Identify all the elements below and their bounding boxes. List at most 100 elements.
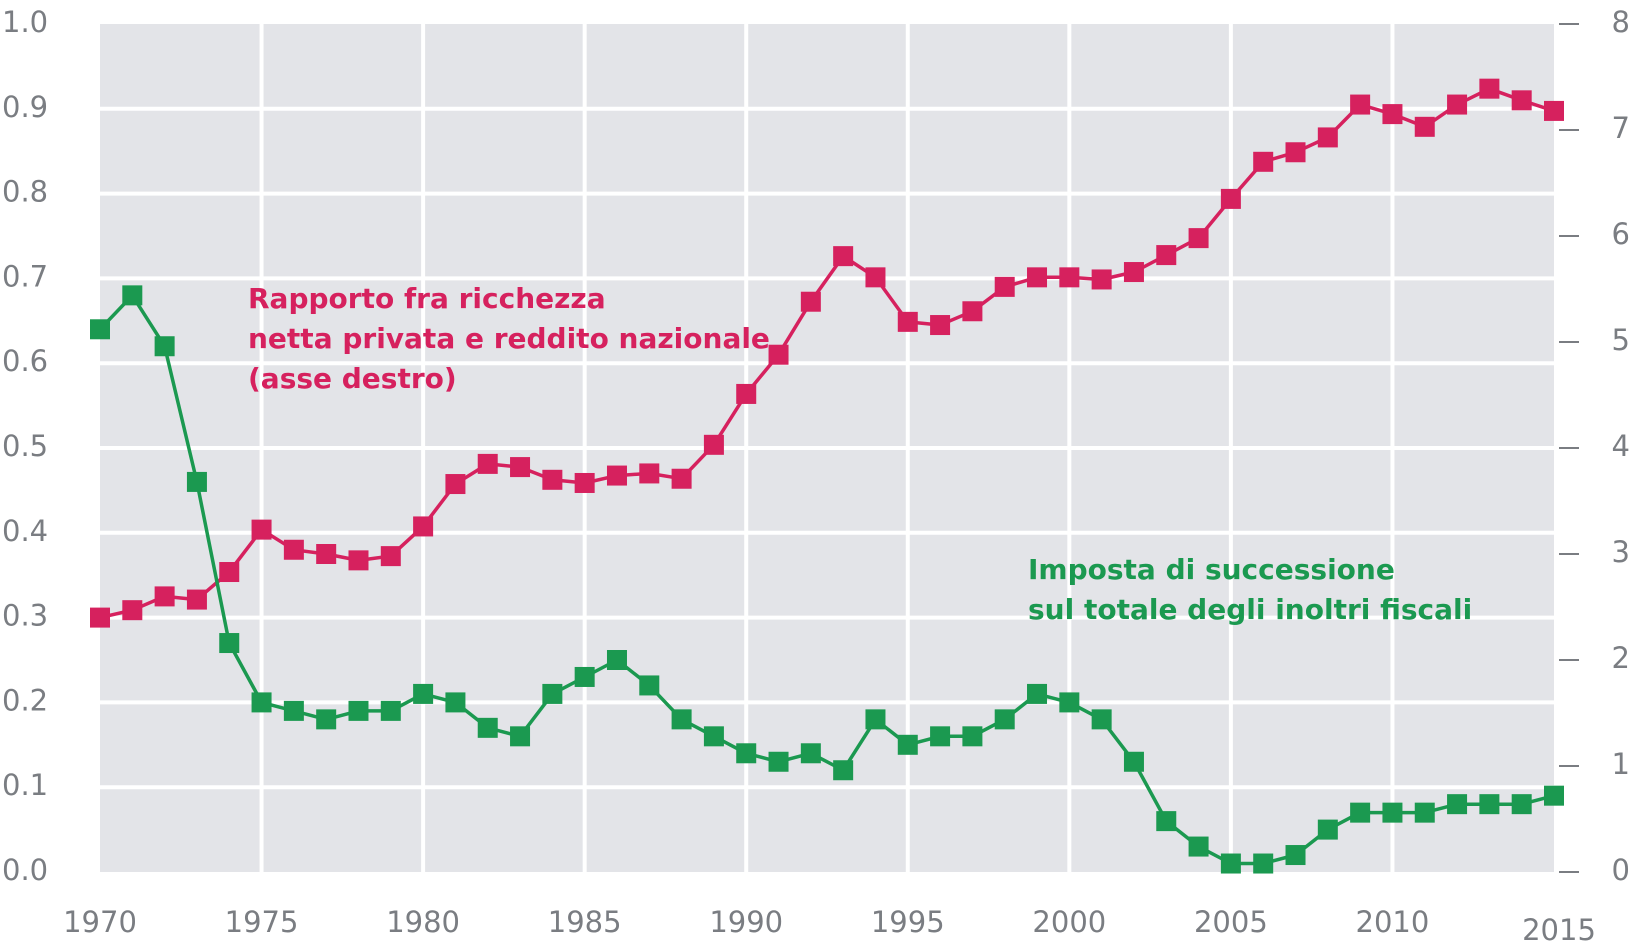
wealth-ratio-point <box>897 311 918 332</box>
inheritance-tax-point <box>865 709 886 730</box>
inheritance-tax-point <box>639 675 660 696</box>
inheritance-tax-point <box>477 717 498 738</box>
x-tick-label: 1975 <box>225 905 299 939</box>
inheritance-tax-point <box>445 692 466 713</box>
inheritance-tax-point <box>800 743 821 764</box>
wealth-ratio-point <box>639 463 660 484</box>
inheritance-tax-point <box>897 734 918 755</box>
wealth-annotation-line-1: Rapporto fra ricchezza <box>248 282 606 315</box>
left-tick-label: 0.8 <box>2 175 48 209</box>
inheritance-tax-point <box>251 692 272 713</box>
wealth-ratio-point <box>542 469 563 490</box>
wealth-ratio-point <box>736 383 757 404</box>
wealth-ratio-point <box>1317 127 1338 148</box>
inheritance-tax-point <box>962 726 983 747</box>
right-tick-label: 5 <box>1612 323 1630 357</box>
x-tick-label: 1995 <box>871 905 945 939</box>
inheritance-tax-point <box>413 683 434 704</box>
x-tick-label: 2005 <box>1194 905 1268 939</box>
left-tick-label: 0.5 <box>2 429 48 463</box>
inheritance-tax-point <box>1414 802 1435 823</box>
wealth-ratio-point <box>1188 228 1209 249</box>
left-tick-label: 0.1 <box>2 768 48 802</box>
x-axis: 1970 1975 1980 1985 1990 1995 2000 2005 2010 2015 <box>63 905 1596 947</box>
right-tick-label: 6 <box>1612 217 1630 251</box>
inheritance-tax-point <box>186 471 207 492</box>
left-tick-label: 0.3 <box>2 599 48 633</box>
inheritance-tax-point <box>122 285 143 306</box>
inheritance-tax-point <box>1059 692 1080 713</box>
right-tick-label: 8 <box>1612 5 1630 39</box>
inheritance-tax-point <box>1317 819 1338 840</box>
inheritance-tax-point <box>606 650 627 670</box>
tax-annotation-line-2: sul totale degli inoltri fiscali <box>1028 593 1472 626</box>
inheritance-tax-line <box>98 293 1555 866</box>
wealth-ratio-point <box>186 589 207 610</box>
left-tick-label: 1.0 <box>2 5 48 39</box>
wealth-ratio-point <box>477 453 498 474</box>
wealth-ratio-point <box>574 472 595 493</box>
wealth-ratio-point <box>1059 267 1080 288</box>
left-tick-label: 0.0 <box>2 853 48 887</box>
wealth-ratio-point <box>122 600 143 621</box>
inheritance-tax-point <box>703 726 724 747</box>
wealth-ratio-point <box>1447 94 1468 115</box>
wealth-ratio-point <box>1091 269 1112 290</box>
inheritance-tax-point <box>90 319 110 340</box>
wealth-ratio-point <box>1382 104 1403 125</box>
wealth-ratio-point <box>930 315 951 336</box>
wealth-ratio-point <box>445 474 466 495</box>
x-tick-label: 2010 <box>1356 905 1430 939</box>
wealth-ratio-point <box>1544 100 1564 121</box>
inheritance-tax-point <box>736 743 757 764</box>
inheritance-tax-point <box>1027 683 1048 704</box>
left-tick-label: 0.6 <box>2 344 48 378</box>
wealth-ratio-point <box>606 465 627 486</box>
left-tick-label: 0.9 <box>2 90 48 124</box>
inheritance-tax-point <box>316 709 337 730</box>
right-y-axis: 0 1 2 3 4 5 6 7 8 <box>1559 5 1630 887</box>
inheritance-tax-point <box>1123 751 1144 772</box>
wealth-ratio-point <box>703 434 724 455</box>
inheritance-tax-point <box>1447 794 1468 815</box>
x-tick-label: 1985 <box>548 905 622 939</box>
inheritance-tax-point <box>154 336 175 357</box>
inheritance-tax-point <box>574 666 595 687</box>
grid-lines <box>100 24 1554 872</box>
inheritance-tax-point <box>283 700 304 721</box>
wealth-ratio-point <box>219 562 240 583</box>
wealth-ratio-point <box>380 546 401 567</box>
left-tick-label: 0.4 <box>2 514 48 548</box>
left-tick-label: 0.7 <box>2 259 48 293</box>
inheritance-tax-point <box>219 633 240 654</box>
inheritance-tax-point <box>1511 794 1532 815</box>
wealth-ratio-point <box>1253 151 1274 172</box>
inheritance-tax-point <box>1350 802 1371 823</box>
inheritance-tax-point <box>1253 853 1274 874</box>
inheritance-tax-point <box>930 726 951 747</box>
wealth-ratio-point <box>1350 94 1371 115</box>
wealth-ratio-point <box>510 457 531 478</box>
inheritance-tax-point <box>994 709 1015 730</box>
wealth-ratio-point <box>671 468 692 489</box>
inheritance-tax-point <box>1188 836 1209 857</box>
wealth-ratio-point <box>316 544 337 564</box>
wealth-annotation-line-2: netta privata e reddito nazionale <box>248 322 770 355</box>
wealth-ratio-point <box>800 291 821 312</box>
x-tick-label: 2015 <box>1522 913 1596 947</box>
wealth-ratio-point <box>1511 90 1532 111</box>
tax-annotation-line-1: Imposta di successione <box>1028 553 1395 586</box>
inheritance-tax-point <box>380 700 401 721</box>
wealth-ratio-point <box>962 301 983 322</box>
right-tick-label: 4 <box>1612 429 1630 463</box>
wealth-ratio-point <box>768 344 789 365</box>
wealth-ratio-point <box>865 267 886 288</box>
x-tick-label: 1970 <box>63 905 137 939</box>
inheritance-tax-point <box>1285 845 1306 866</box>
right-tick-label: 3 <box>1612 535 1630 569</box>
wealth-ratio-point <box>251 519 272 540</box>
right-tick-label: 1 <box>1612 747 1630 781</box>
wealth-ratio-annotation: Rapporto fra ricchezza netta privata e r… <box>248 282 780 395</box>
wealth-ratio-line <box>99 86 1555 620</box>
